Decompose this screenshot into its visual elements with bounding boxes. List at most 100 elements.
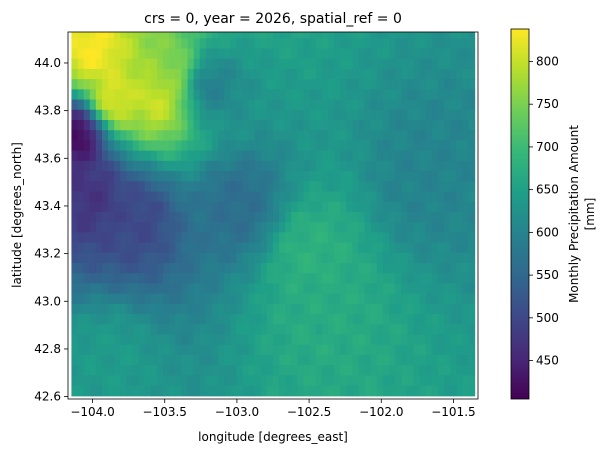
- heatmap-cell: [248, 32, 256, 39]
- heatmap-cell: [444, 68, 451, 80]
- heatmap-cell: [376, 32, 384, 39]
- heatmap-cell: [407, 130, 415, 142]
- heatmap-cell: [419, 375, 427, 387]
- heatmap-cell: [444, 232, 451, 244]
- heatmap-cell: [89, 293, 97, 305]
- heatmap-cell: [376, 365, 384, 376]
- heatmap-cell: [224, 79, 231, 90]
- heatmap-cell: [309, 344, 317, 356]
- heatmap-cell: [285, 160, 292, 172]
- heatmap-cell: [382, 314, 390, 325]
- heatmap-cell: [114, 354, 121, 366]
- heatmap-cell: [71, 99, 79, 111]
- heatmap-cell: [254, 375, 262, 387]
- heatmap-cell: [346, 201, 353, 213]
- heatmap-cell: [462, 334, 470, 346]
- heatmap-cell: [364, 334, 372, 346]
- heatmap-cell: [83, 375, 91, 387]
- heatmap-cell: [376, 130, 384, 142]
- heatmap-cell: [150, 38, 158, 50]
- heatmap-cell: [285, 375, 292, 387]
- heatmap-cell: [205, 32, 213, 39]
- heatmap-cell: [181, 344, 189, 356]
- heatmap-cell: [236, 38, 244, 50]
- heatmap-cell: [468, 222, 476, 233]
- heatmap-cell: [382, 222, 390, 233]
- heatmap-cell: [376, 120, 384, 131]
- heatmap-cell: [382, 211, 390, 223]
- heatmap-cell: [321, 181, 329, 193]
- heatmap-cell: [156, 140, 164, 152]
- heatmap-cell: [413, 201, 421, 213]
- heatmap-cell: [101, 68, 109, 80]
- heatmap-cell: [291, 99, 299, 111]
- heatmap-cell: [401, 314, 408, 325]
- heatmap-cell: [150, 160, 158, 172]
- heatmap-cell: [101, 89, 109, 101]
- heatmap-cell: [321, 232, 329, 244]
- heatmap-cell: [77, 160, 85, 172]
- heatmap-cell: [413, 68, 421, 80]
- heatmap-cell: [352, 160, 360, 172]
- heatmap-cell: [370, 79, 378, 90]
- heatmap-cell: [144, 252, 152, 264]
- heatmap-cell: [193, 160, 201, 172]
- heatmap-cell: [101, 385, 109, 397]
- heatmap-cell: [382, 58, 390, 70]
- heatmap-cell: [108, 283, 115, 295]
- heatmap-cell: [248, 191, 256, 203]
- heatmap-cell: [132, 48, 140, 60]
- heatmap-cell: [297, 375, 305, 387]
- heatmap-cell: [364, 252, 372, 264]
- heatmap-cell: [193, 375, 201, 387]
- heatmap-cell: [444, 140, 451, 152]
- heatmap-cell: [450, 334, 457, 346]
- heatmap-cell: [340, 385, 347, 397]
- heatmap-cell: [273, 324, 280, 336]
- heatmap-cell: [193, 385, 201, 397]
- heatmap-cell: [358, 181, 366, 193]
- heatmap-cell: [260, 48, 268, 60]
- heatmap-cell: [211, 48, 219, 60]
- heatmap-cell: [303, 171, 311, 182]
- heatmap-cell: [309, 99, 317, 111]
- heatmap-cell: [450, 232, 457, 244]
- heatmap-cell: [260, 365, 268, 376]
- heatmap-cell: [370, 32, 378, 39]
- heatmap-cell: [456, 171, 463, 182]
- heatmap-cell: [279, 232, 286, 244]
- heatmap-cell: [144, 293, 152, 305]
- heatmap-cell: [95, 120, 103, 131]
- heatmap-cell: [181, 375, 189, 387]
- heatmap-cell: [431, 211, 439, 223]
- heatmap-cell: [193, 232, 201, 244]
- heatmap-cell: [273, 385, 280, 397]
- heatmap-cell: [395, 262, 402, 274]
- heatmap-cell: [163, 120, 170, 131]
- colorbar-tick-label: 450: [536, 354, 559, 368]
- heatmap-cell: [395, 140, 402, 152]
- heatmap-cell: [450, 130, 457, 142]
- heatmap-cell: [468, 171, 476, 182]
- heatmap-cell: [199, 262, 207, 274]
- heatmap-cell: [218, 201, 225, 213]
- heatmap-cell: [425, 232, 433, 244]
- heatmap-cell: [187, 262, 195, 274]
- heatmap-cell: [205, 211, 213, 223]
- heatmap-cell: [401, 293, 408, 305]
- heatmap-cell: [242, 109, 250, 121]
- heatmap-cell: [71, 150, 79, 162]
- heatmap-cell: [437, 232, 445, 244]
- heatmap-cell: [364, 314, 372, 325]
- heatmap-cell: [334, 68, 341, 80]
- heatmap-cell: [285, 181, 292, 193]
- y-axis: 42.642.843.043.243.443.643.844.0: [34, 56, 68, 404]
- heatmap-cell: [150, 314, 158, 325]
- heatmap-cell: [120, 48, 128, 60]
- heatmap-cell: [291, 314, 299, 325]
- heatmap-cell: [156, 48, 164, 60]
- heatmap-cell: [273, 160, 280, 172]
- heatmap-cell: [364, 89, 372, 101]
- heatmap-cell: [144, 48, 152, 60]
- heatmap-cell: [450, 89, 457, 101]
